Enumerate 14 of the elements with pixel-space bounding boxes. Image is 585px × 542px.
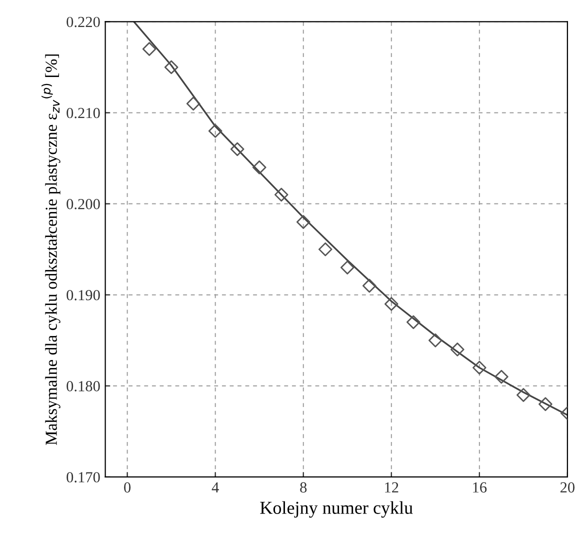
y-tick-label: 0.200 [66, 198, 100, 210]
y-tick-label: 0.180 [66, 381, 100, 392]
x-tick-label: 8 [300, 482, 307, 493]
y-tick-label: 0.190 [66, 290, 100, 300]
y-tick-label: 0.170 [66, 472, 100, 482]
x-tick-label: 20 [560, 482, 575, 493]
x-tick-label: 16 [473, 482, 487, 493]
x-axis-title: Kolejny numer cyklu [260, 501, 413, 518]
x-tick-label: 4 [212, 482, 219, 492]
y-tick-label: 0.220 [66, 16, 100, 28]
y-axis-title: Maksymalne dla cyklu odkształcenie plastyczne ε$_{zv}$$^{(p)}$ [%] [42, 54, 60, 446]
y-tick-label: 0.210 [66, 108, 100, 118]
x-tick-label: 0 [124, 482, 131, 493]
x-tick-label: 12 [385, 482, 398, 492]
